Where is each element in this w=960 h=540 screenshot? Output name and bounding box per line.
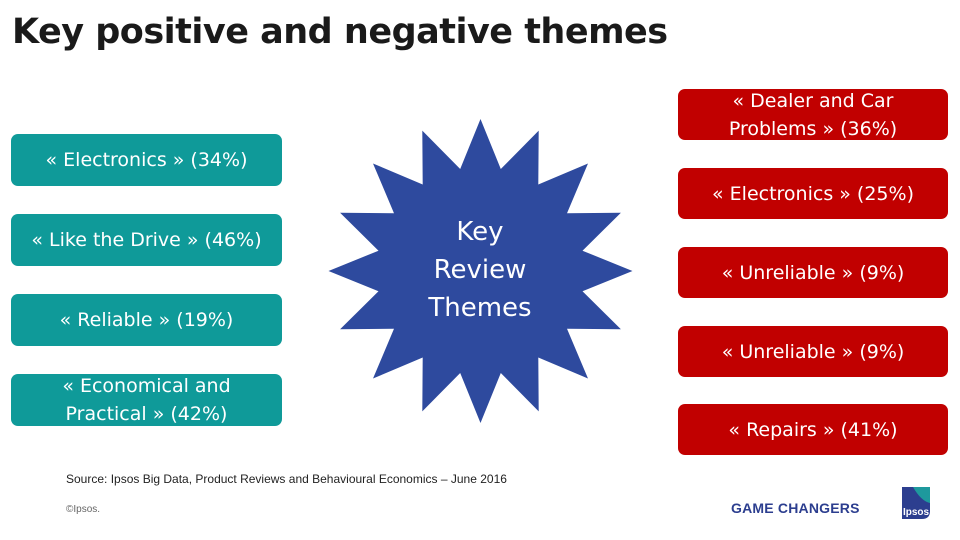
negative-theme-unreliable-2: « Unreliable » (9%) xyxy=(678,326,948,377)
ipsos-logo: Ipsos xyxy=(902,487,930,519)
positive-theme-electronics: « Electronics » (34%) xyxy=(11,134,282,186)
center-label-line-3: Themes xyxy=(428,293,532,323)
negative-theme-electronics: « Electronics » (25%) xyxy=(678,168,948,219)
negative-theme-unreliable-1: « Unreliable » (9%) xyxy=(678,247,948,298)
brand-tagline: GAME CHANGERS xyxy=(731,500,860,516)
center-star-burst xyxy=(328,119,633,423)
center-label-line-1: Key xyxy=(456,217,504,247)
center-label-line-2: Review xyxy=(433,255,527,285)
copyright-note: ©Ipsos. xyxy=(66,504,101,515)
star-shape xyxy=(328,119,633,423)
center-label: Key Review Themes xyxy=(400,213,560,327)
source-note: Source: Ipsos Big Data, Product Reviews … xyxy=(66,472,507,486)
negative-theme-dealer-problems: « Dealer and Car Problems » (36%) xyxy=(678,89,948,140)
ipsos-logo-text: Ipsos xyxy=(903,507,930,518)
page-title: Key positive and negative themes xyxy=(12,12,668,52)
positive-theme-reliable: « Reliable » (19%) xyxy=(11,294,282,346)
positive-theme-economical: « Economical and Practical » (42%) xyxy=(11,374,282,426)
positive-theme-like-the-drive: « Like the Drive » (46%) xyxy=(11,214,282,266)
negative-theme-repairs: « Repairs » (41%) xyxy=(678,404,948,455)
